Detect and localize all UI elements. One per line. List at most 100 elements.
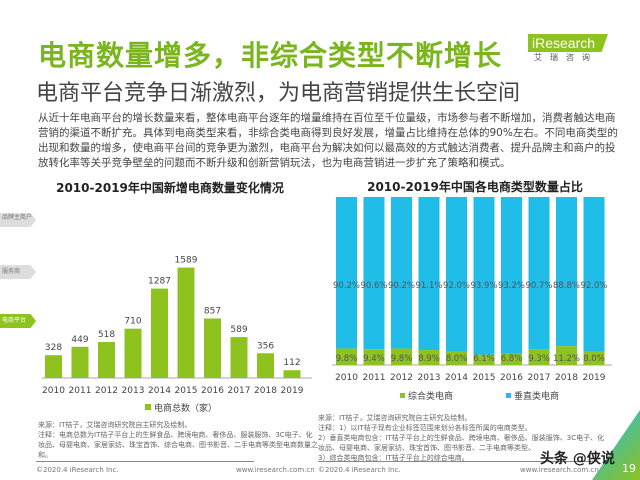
x-tick-label: 2016: [500, 373, 523, 383]
annotation-note: 注释：电商总数为IT桔子平台上的生鲜食品、跨境电商、奢侈品、服装服饰、3C电子、…: [38, 431, 318, 459]
divider: [318, 461, 598, 462]
bar: [177, 267, 195, 378]
left-chart-title: 2010-2019年中国新增电商数量变化情况: [56, 181, 284, 195]
copyright-right: ©2020.4 iResearch Inc.: [318, 466, 401, 474]
legend-swatch: [400, 393, 405, 398]
x-tick-label: 2019: [583, 373, 606, 383]
right-chart-title: 2010-2019年中国各电商类型数量占比: [367, 180, 583, 194]
side-tag-platform: 电商平台: [0, 314, 36, 328]
x-tick-label: 2012: [390, 373, 413, 383]
x-tick-label: 2017: [228, 386, 251, 396]
data-label: 356: [257, 341, 274, 351]
source-note: 来源：IT桔子，艾瑞咨询研究院自主研究及绘制。: [318, 414, 472, 422]
legend-label: 综合类电商: [408, 390, 453, 402]
x-tick-label: 2016: [201, 386, 224, 396]
side-tag-brand: 品牌主商户: [0, 213, 36, 227]
left-notes: 来源：IT桔子，艾瑞咨询研究院自主研究及绘制。 注释：电商总数为IT桔子平台上的…: [38, 420, 318, 460]
bar-comprehensive: [363, 349, 385, 365]
page-number: 19: [622, 462, 636, 475]
data-label: 710: [124, 317, 141, 327]
page-subtitle: 电商平台竞争日渐激烈，为电商营销提供生长空间: [36, 81, 521, 106]
bar-comprehensive: [583, 351, 605, 365]
page-title: 电商数量增多，非综合类型不断增长: [38, 39, 503, 72]
bar-vertical: [583, 197, 605, 352]
bar: [283, 370, 301, 378]
source-note: 来源：IT桔子，艾瑞咨询研究院自主研究及绘制。: [38, 421, 192, 429]
data-label: 857: [204, 306, 221, 316]
x-tick-label: 2013: [122, 386, 145, 396]
bar: [151, 288, 168, 378]
bar-comprehensive: [391, 348, 412, 365]
bar-comprehensive: [473, 354, 495, 365]
logo-subtext: 艾瑞咨询: [534, 53, 598, 62]
bar-vertical: [336, 197, 357, 349]
url-right[interactable]: www.iresearch.com.cn: [520, 466, 599, 474]
x-tick-label: 2011: [363, 373, 386, 383]
data-label-vertical: 90.2%: [333, 281, 360, 291]
iresearch-logo: iResearch 艾瑞咨询: [528, 34, 608, 63]
bar-vertical: [418, 197, 440, 351]
data-label: 1287: [148, 277, 171, 287]
copyright-left: ©2020.4 iResearch Inc.: [36, 466, 119, 474]
data-label: 112: [283, 358, 300, 368]
x-tick-label: 2010: [42, 386, 65, 396]
bar: [71, 346, 89, 378]
x-tick-label: 2015: [175, 386, 198, 396]
x-tick-label: 2017: [528, 373, 551, 383]
data-label-comprehensive: 8.0%: [446, 354, 468, 364]
legend-label: 电商总数（家）: [154, 402, 217, 414]
data-label-vertical: 92.0%: [443, 281, 470, 291]
data-label-comprehensive: 8.0%: [583, 354, 605, 364]
data-label-vertical: 93.2%: [498, 281, 525, 291]
data-label-vertical: 91.1%: [415, 281, 442, 291]
bar-comprehensive: [556, 346, 577, 365]
left-bar-chart: 328 2010 449 2011 518 2012 710 2013 1287 2014 1589…: [42, 256, 312, 414]
data-label-vertical: 88.8%: [553, 281, 580, 291]
url-left[interactable]: www.iresearch.com.cn: [236, 466, 315, 474]
bar: [124, 328, 142, 378]
data-label-vertical: 93.9%: [470, 281, 497, 291]
x-tick-label: 2014: [148, 386, 171, 396]
data-label-comprehensive: 9.3%: [528, 354, 550, 364]
data-label-comprehensive: 6.1%: [473, 354, 495, 364]
x-tick-label: 2012: [95, 386, 118, 396]
data-label-vertical: 90.6%: [360, 281, 387, 291]
bar: [98, 342, 115, 378]
annotation-note: 3）综合类电商包含：IT桔子平台上的综合电商。: [318, 454, 469, 462]
annotation-note: 2）垂直类电商包含：IT桔子平台上的生鲜食品、跨境电商、奢侈品、服装服饰、3C电…: [318, 434, 605, 452]
x-tick-label: 2013: [418, 373, 441, 383]
logo-text: iResearch: [528, 34, 608, 52]
watermark: 头条 @侠说: [540, 451, 615, 467]
bar-comprehensive: [528, 349, 550, 365]
side-tag-service: 服务商: [0, 265, 36, 279]
data-label-vertical: 90.2%: [388, 281, 415, 291]
right-notes: 来源：IT桔子，艾瑞咨询研究院自主研究及绘制。 注释：1）以IT桔子现有企业标签…: [318, 413, 608, 463]
data-label: 449: [71, 335, 88, 345]
x-tick-label: 2010: [335, 373, 358, 383]
data-label-vertical: 90.7%: [525, 281, 552, 291]
bar-comprehensive: [418, 350, 440, 365]
data-label-comprehensive: 6.8%: [501, 354, 523, 364]
data-label: 518: [98, 330, 115, 340]
x-tick-label: 2018: [254, 386, 277, 396]
divider: [36, 461, 254, 462]
bar-vertical: [501, 197, 522, 354]
bar-vertical: [446, 197, 467, 352]
x-tick-label: 2018: [555, 373, 578, 383]
data-label-comprehensive: 9.8%: [336, 354, 358, 364]
data-label: 589: [230, 325, 247, 335]
bar-comprehensive: [501, 353, 522, 365]
data-label-comprehensive: 9.8%: [391, 354, 413, 364]
legend-label: 垂直类电商: [514, 390, 559, 402]
bar-vertical: [391, 197, 412, 349]
x-tick-label: 2015: [473, 373, 496, 383]
bar-comprehensive: [336, 348, 357, 365]
x-tick-label: 2019: [281, 386, 304, 396]
right-stacked-chart: 90.2% 9.8% 2010 90.6% 9.4% 2011 90.2% 9.8% 2012 9…: [332, 197, 612, 402]
body-paragraph: 从近十年电商平台的增长数量来看，整体电商平台逐年的增量维持在百位至千位量级，市场…: [38, 112, 618, 169]
bar: [45, 355, 62, 378]
data-label: 328: [45, 343, 62, 353]
legend-swatch: [145, 404, 151, 410]
bar-comprehensive: [446, 351, 467, 365]
bar-vertical: [363, 197, 385, 350]
